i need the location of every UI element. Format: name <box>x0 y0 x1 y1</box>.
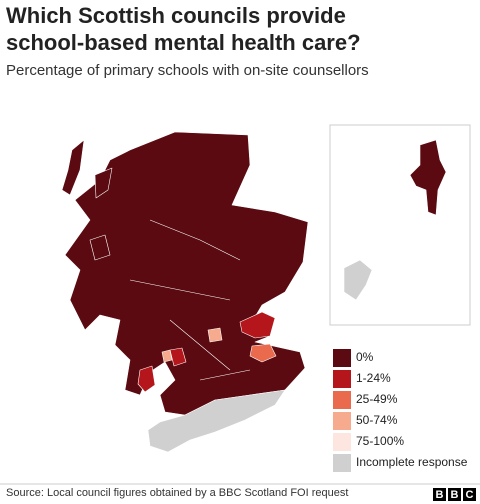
logo-block <box>433 488 446 501</box>
region <box>161 349 173 363</box>
logo-letter: B <box>436 489 444 501</box>
legend-swatch <box>333 412 351 430</box>
region <box>137 365 156 393</box>
legend: 0% 1-24% 25-49% 50-74% 75-100% Incomplete res… <box>333 349 468 472</box>
region <box>147 389 286 453</box>
region <box>409 139 447 216</box>
logo-letter: C <box>466 489 474 501</box>
region <box>207 327 223 343</box>
logo-block <box>448 488 461 501</box>
legend-swatch <box>333 391 351 409</box>
legend-label: 50-74% <box>356 413 398 427</box>
region <box>239 311 276 339</box>
legend-label: 25-49% <box>356 392 398 406</box>
title: Which Scottish councils provide school-b… <box>6 3 361 55</box>
region <box>61 139 85 196</box>
region <box>94 167 113 199</box>
legend-label: 0% <box>356 350 374 364</box>
logo-letter: B <box>451 489 459 501</box>
legend-swatch <box>333 433 351 451</box>
region <box>343 259 373 301</box>
legend-swatch <box>333 349 351 367</box>
region <box>64 131 309 416</box>
region <box>89 234 111 261</box>
region <box>249 343 277 363</box>
legend-swatch <box>333 454 351 472</box>
legend-label: Incomplete response <box>356 455 468 469</box>
legend-label: 1-24% <box>356 371 391 385</box>
legend-swatch <box>333 370 351 388</box>
logo-block <box>463 488 476 501</box>
scotland <box>61 131 309 453</box>
legend-label: 75-100% <box>356 434 404 448</box>
region <box>169 347 187 367</box>
source: Source: Local council figures obtained b… <box>6 487 349 499</box>
subtitle: Percentage of primary schools with on-si… <box>6 62 369 79</box>
boundary <box>129 219 251 381</box>
